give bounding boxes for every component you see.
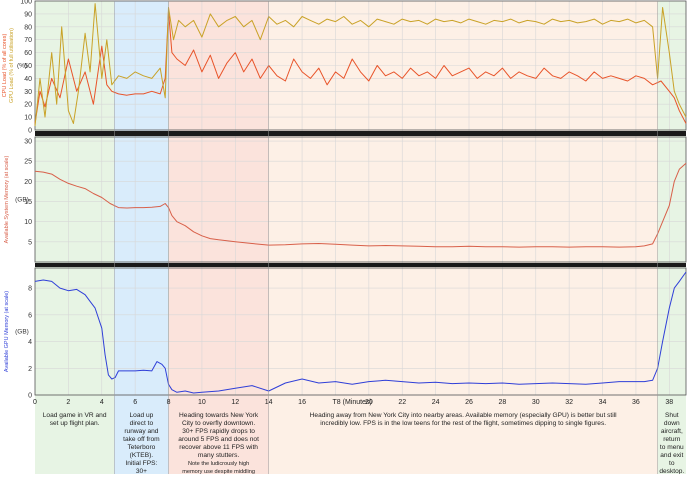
phase-annotation-line: desktop. [659, 468, 684, 474]
system_memory-y-tick-label: 25 [24, 159, 32, 166]
panel-separator [35, 263, 686, 267]
phase-annotation-line: Teterboro [127, 444, 155, 451]
gpu_memory-unit-label: (GB) [15, 329, 29, 336]
load-y-tick-label: 0 [28, 128, 32, 135]
gpu_memory-y-axis-title: Available GPU Memory (at scale) [4, 291, 10, 372]
x-tick-label: 36 [632, 399, 640, 406]
phase-annotation-line: 30+ FPS rapidly drops to [182, 428, 255, 435]
phase-annotation-line: many stutters. [198, 452, 240, 459]
phase-annotation-line: Initial FPS: [125, 460, 157, 467]
x-tick-label: 6 [133, 399, 137, 406]
x-tick-label: 2 [66, 399, 70, 406]
phase-annotation-line: set up flight plan. [50, 420, 100, 427]
system_memory-unit-label: (GB) [15, 197, 29, 204]
gpu_memory-series-line [34, 271, 687, 394]
phase-annotation-line: direct to [130, 420, 154, 427]
phase-annotation-line: Heading towards New York [179, 412, 259, 419]
phase-annotation-line: incredibly low. FPS is in the low teens … [320, 420, 606, 427]
x-tick-label: 38 [665, 399, 673, 406]
system_memory-y-tick-label: 5 [28, 239, 32, 246]
x-tick-label: 30 [532, 399, 540, 406]
x-tick-label: 26 [465, 399, 473, 406]
load-y-tick-label: 70 [24, 37, 32, 44]
load-y-tick-label: 10 [24, 115, 32, 122]
gpu_memory-panel-frame [34, 267, 687, 396]
phase-annotation-line: to [669, 460, 675, 467]
system_memory-y-tick-label: 20 [24, 179, 32, 186]
load-y-tick-label: 30 [24, 89, 32, 96]
load-y-axis-title: CPU Load (% of all cores) [2, 34, 8, 98]
x-tick-label: 14 [265, 399, 273, 406]
load-y-tick-label: 80 [24, 24, 32, 31]
cpu-series-line [34, 10, 687, 124]
load-panel-frame [34, 0, 687, 131]
gpu_memory-y-tick-label: 0 [28, 393, 32, 400]
load-y-axis-title: GPU Load (% of full utilisation) [9, 28, 15, 103]
system_memory-panel-frame [34, 136, 687, 263]
phase-note-line: memory use despite middling [182, 469, 255, 474]
x-tick-label: 22 [398, 399, 406, 406]
x-tick-label: 34 [599, 399, 607, 406]
x-tick-label: 16 [298, 399, 306, 406]
load-unit-label: (%) [17, 63, 27, 70]
phase-annotation-line: recover above 11 FPS with [179, 444, 258, 451]
system_memory-y-tick-label: 10 [24, 219, 32, 226]
load-y-tick-label: 60 [24, 50, 32, 57]
phase-annotation-line: 30+ [136, 468, 147, 474]
panel-separator [35, 131, 686, 136]
phase-annotation-line: and exit [660, 452, 683, 459]
phase-annotation-line: return [663, 436, 681, 443]
load-y-tick-label: 50 [24, 63, 32, 70]
phase-annotation-line: aircraft, [661, 428, 683, 435]
phase-annotation-line: City to overfly downtown. [182, 420, 255, 427]
phase-band-2 [168, 1, 269, 474]
x-tick-label: 24 [432, 399, 440, 406]
x-tick-label: 4 [100, 399, 104, 406]
gpu_memory-y-tick-label: 4 [28, 339, 32, 346]
phase-note-line: Note the ludicrously high [188, 461, 249, 467]
gpu_load-series-line [34, 3, 687, 127]
gpu_memory-y-tick-label: 6 [28, 312, 32, 319]
system_memory-y-axis-title: Available System Memory (at scale) [4, 156, 10, 244]
x-tick-label: 20 [365, 399, 373, 406]
x-tick-label: 32 [565, 399, 573, 406]
phase-annotation-line: Shut [665, 412, 679, 419]
phase-annotation-line: take off from [123, 436, 160, 443]
x-tick-label: 28 [498, 399, 506, 406]
system_memory-y-tick-label: 15 [24, 199, 32, 206]
phase-annotation-line: around 5 FPS and does not [178, 436, 259, 443]
x-tick-label: 10 [198, 399, 206, 406]
system_memory-y-tick-label: 30 [24, 139, 32, 146]
phase-annotation-line: to menu [660, 444, 684, 451]
x-axis-title: T8 (Minutes) [333, 399, 372, 406]
load-y-tick-label: 90 [24, 11, 32, 18]
x-tick-label: 0 [33, 399, 37, 406]
x-tick-label: 12 [231, 399, 239, 406]
gpu_memory-y-tick-label: 8 [28, 286, 32, 293]
load-y-tick-label: 100 [20, 0, 32, 6]
phase-annotation-line: Load game in VR and [43, 412, 107, 419]
load-y-tick-label: 40 [24, 76, 32, 83]
phase-annotation-line: down [664, 420, 680, 427]
load-y-tick-label: 20 [24, 102, 32, 109]
phase-annotation-line: Heading away from New York City into nea… [310, 412, 618, 419]
gpu_memory-y-tick-label: 2 [28, 366, 32, 373]
x-tick-label: 8 [167, 399, 171, 406]
phase-annotation-line: runway and [124, 428, 158, 435]
phase-annotation-line: Load up [129, 412, 153, 419]
phase-annotation-3: Heading away from New York City into nea… [310, 412, 618, 427]
phase-annotation-line: (KTEB). [130, 452, 154, 459]
